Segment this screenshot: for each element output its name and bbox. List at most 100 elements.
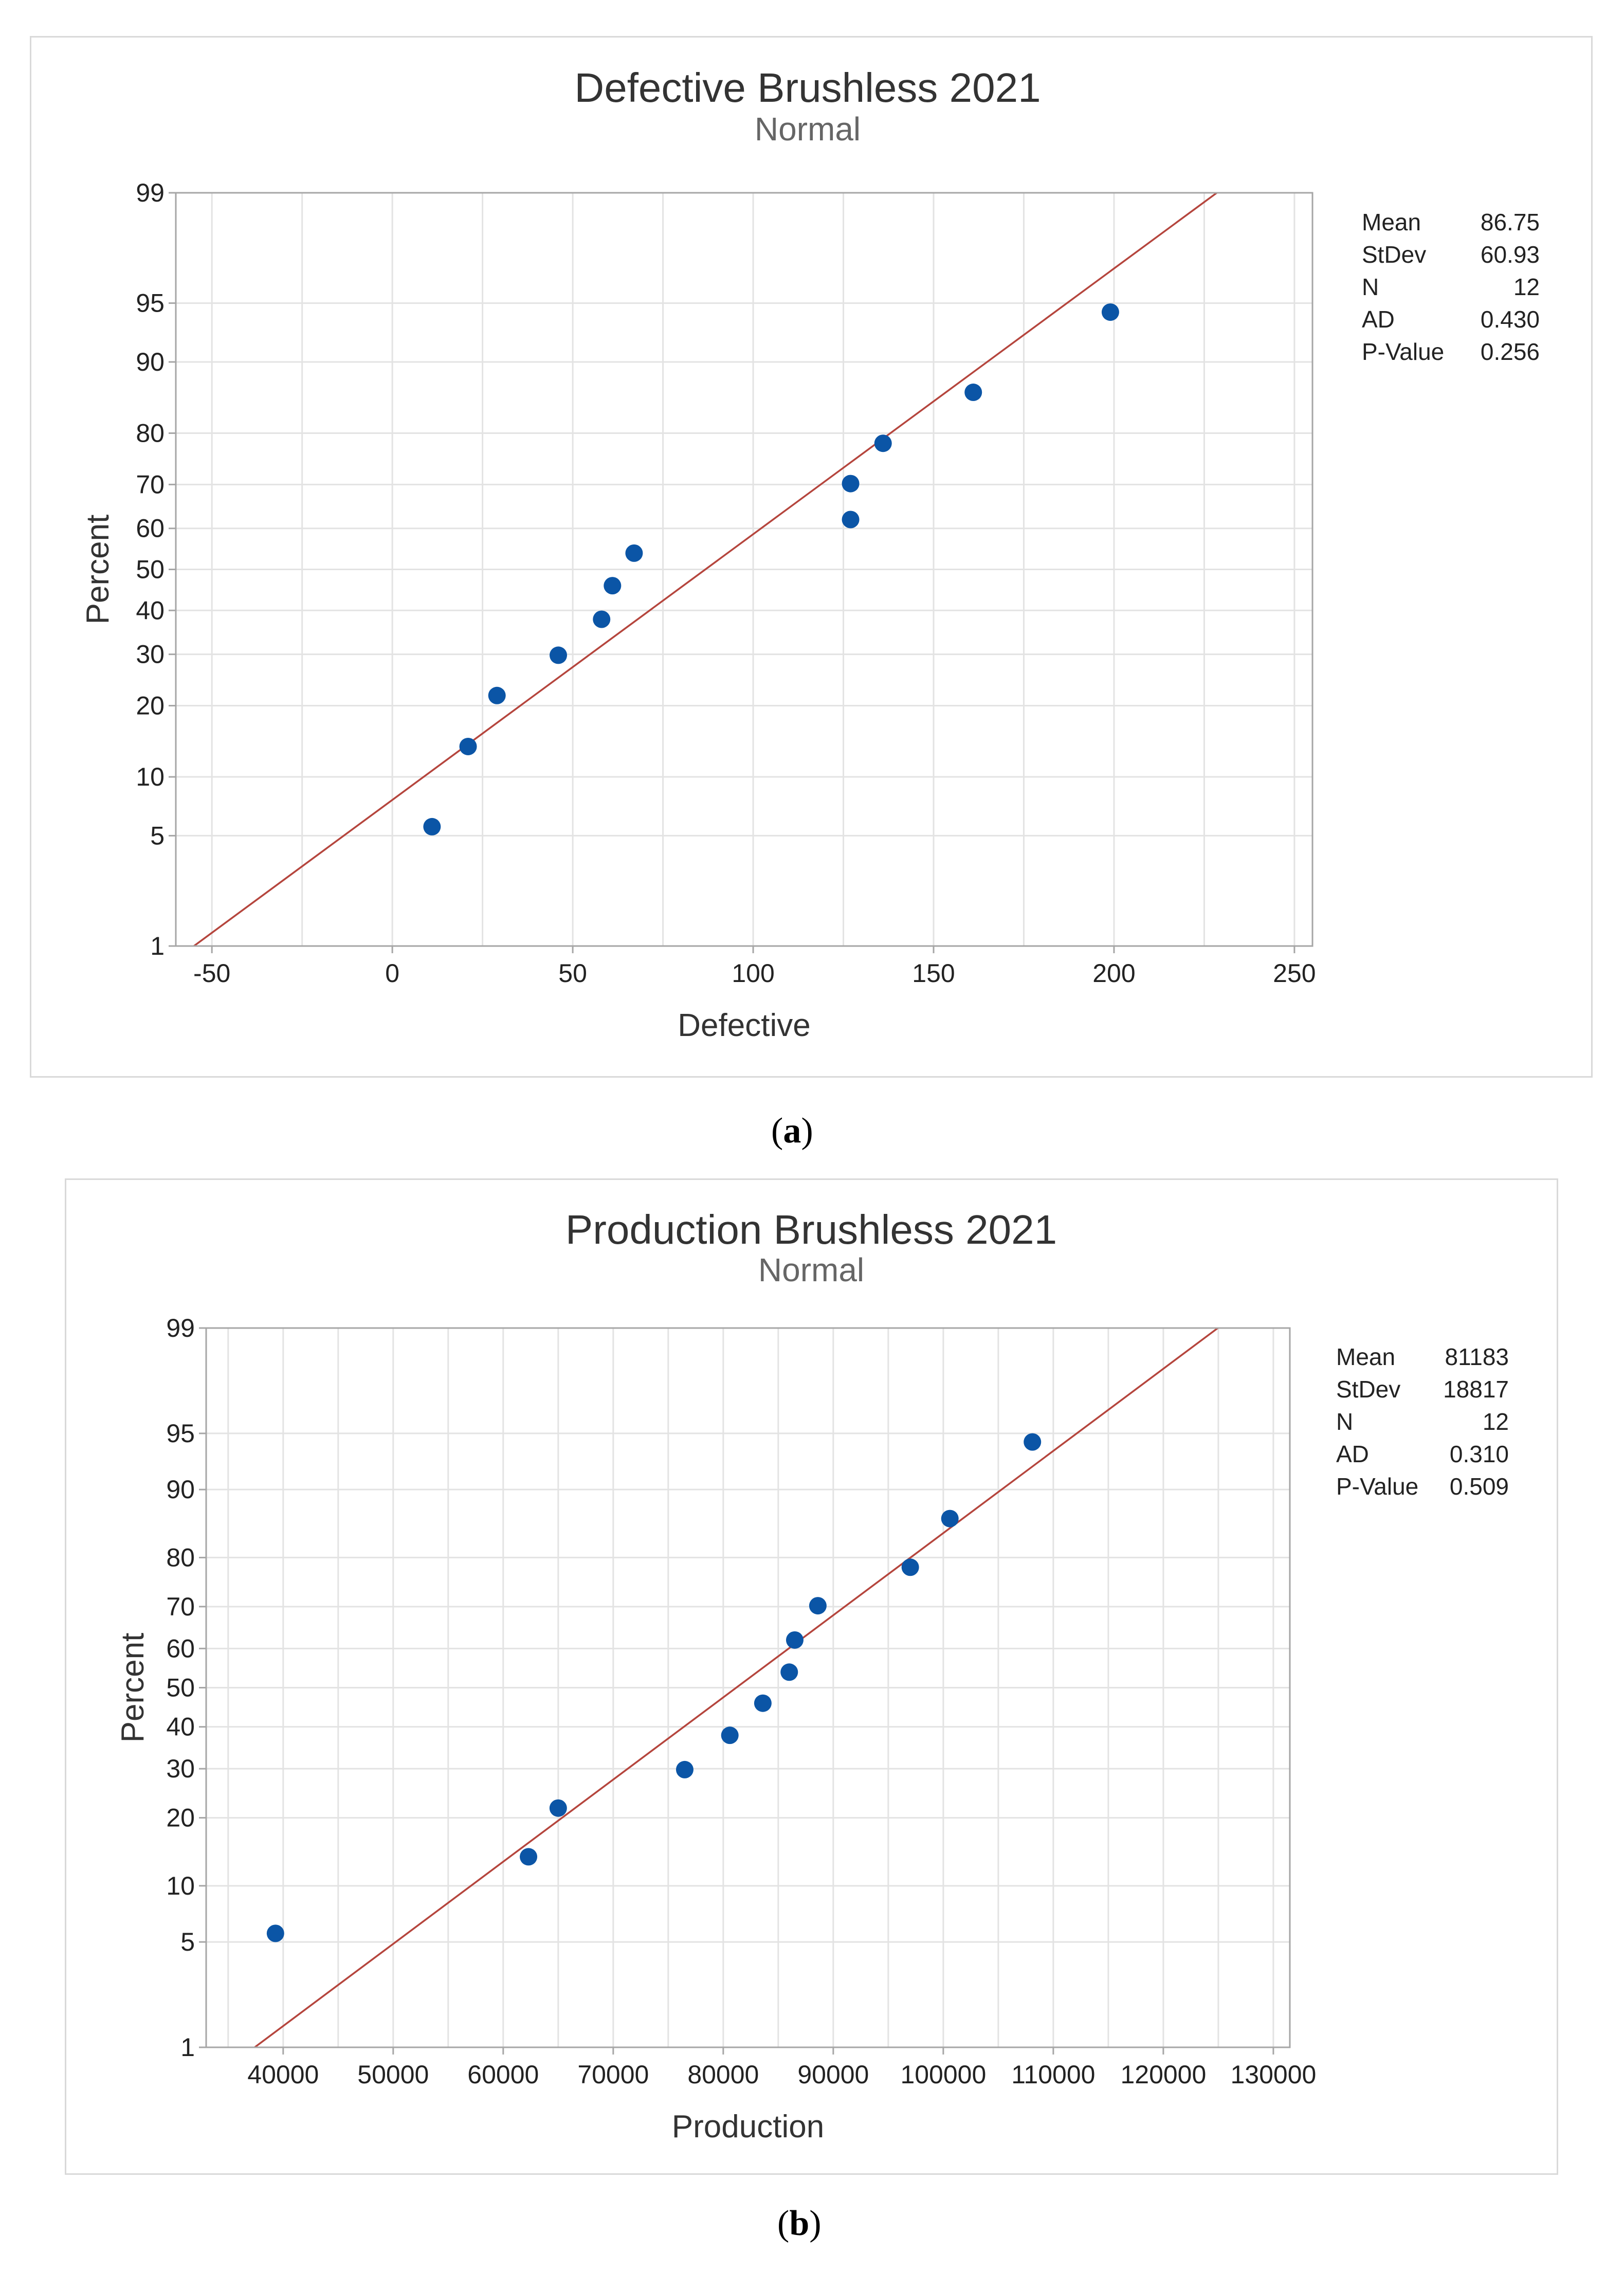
stat-value: 0.310 bbox=[1450, 1441, 1509, 1467]
data-point bbox=[488, 686, 506, 704]
stat-label: P-Value bbox=[1362, 338, 1444, 365]
y-tick-label: 40 bbox=[166, 1713, 195, 1741]
data-point bbox=[941, 1510, 959, 1528]
stat-label: Mean bbox=[1362, 209, 1421, 235]
data-point bbox=[721, 1726, 739, 1744]
chart-panel-b: Production Brushless 2021 Normal 1 5 10 20 30 4… bbox=[65, 1178, 1558, 2175]
x-tick-label: 100000 bbox=[900, 2060, 986, 2089]
y-tick-label: 60 bbox=[136, 514, 165, 543]
data-point bbox=[809, 1597, 827, 1615]
stat-value: 60.93 bbox=[1481, 241, 1540, 268]
x-tick-label: 50 bbox=[558, 959, 587, 988]
stat-label: AD bbox=[1362, 306, 1395, 333]
x-tick-label: 50000 bbox=[357, 2060, 429, 2089]
x-tick-label: 90000 bbox=[797, 2060, 869, 2089]
y-tick-label: 1 bbox=[150, 932, 165, 960]
stat-value: 12 bbox=[1483, 1408, 1509, 1435]
y-tick-label: 10 bbox=[166, 1871, 195, 1900]
y-tick-label: 99 bbox=[166, 1314, 195, 1342]
data-point bbox=[786, 1631, 804, 1649]
data-point bbox=[1101, 303, 1119, 321]
chart-subtitle: Normal bbox=[758, 1251, 864, 1288]
data-point bbox=[604, 577, 622, 595]
y-tick-label: 50 bbox=[136, 555, 165, 584]
y-tick-label: 30 bbox=[136, 640, 165, 669]
x-axis-label: Production bbox=[672, 2109, 824, 2144]
stat-label: N bbox=[1336, 1408, 1353, 1435]
fitted-normal-line bbox=[193, 193, 1217, 946]
data-point bbox=[550, 646, 568, 664]
data-point bbox=[842, 475, 860, 493]
fitted-normal-line bbox=[254, 1328, 1219, 2047]
x-axis-label: Defective bbox=[678, 1008, 810, 1043]
y-tick-label: 20 bbox=[136, 692, 165, 720]
stat-value: 81183 bbox=[1445, 1343, 1509, 1370]
stat-label: StDev bbox=[1362, 241, 1426, 268]
x-tick-label: 100 bbox=[732, 959, 774, 988]
plot-frame bbox=[205, 1327, 1291, 2048]
y-axis-label: Percent bbox=[115, 1633, 151, 1743]
x-tick-label: 70000 bbox=[577, 2060, 649, 2089]
y-tick-label: 60 bbox=[166, 1634, 195, 1663]
data-point bbox=[520, 1848, 538, 1866]
y-tick-label: 10 bbox=[136, 762, 165, 791]
y-tick-label: 70 bbox=[136, 470, 165, 499]
y-tick-label: 40 bbox=[136, 596, 165, 625]
data-point bbox=[625, 544, 643, 562]
data-point bbox=[266, 1924, 284, 1942]
x-tick-label: 130000 bbox=[1230, 2060, 1316, 2089]
stat-label: AD bbox=[1336, 1441, 1369, 1467]
stat-label: N bbox=[1362, 274, 1379, 300]
data-point bbox=[901, 1558, 919, 1576]
y-tick-label: 20 bbox=[166, 1804, 195, 1832]
x-tick-label: 60000 bbox=[467, 2060, 539, 2089]
y-tick-label: 80 bbox=[136, 419, 165, 447]
x-tick-label: 120000 bbox=[1120, 2060, 1206, 2089]
data-point bbox=[676, 1760, 694, 1778]
caption-a: (a) bbox=[771, 1111, 813, 1151]
x-tick-label: 40000 bbox=[247, 2060, 319, 2089]
y-tick-label: 5 bbox=[150, 821, 165, 850]
x-tick-label: 200 bbox=[1092, 959, 1135, 988]
stat-label: P-Value bbox=[1336, 1473, 1418, 1500]
y-tick-label: 30 bbox=[166, 1754, 195, 1783]
caption-b-letter: b bbox=[789, 2204, 810, 2243]
y-axis-label: Percent bbox=[80, 515, 116, 625]
chart-panel-a: Defective Brushless 2021 Normal 1 5 10 20 30 40… bbox=[30, 36, 1593, 1078]
data-point bbox=[593, 610, 611, 628]
chart-subtitle: Normal bbox=[755, 111, 861, 148]
x-tick-label: 0 bbox=[385, 959, 399, 988]
data-point bbox=[964, 384, 982, 402]
stat-value: 18817 bbox=[1443, 1376, 1509, 1403]
chart-title: Production Brushless 2021 bbox=[565, 1207, 1057, 1252]
y-tick-label: 70 bbox=[166, 1592, 195, 1621]
data-point bbox=[549, 1799, 567, 1817]
y-tick-label: 99 bbox=[136, 178, 165, 207]
stat-value: 0.430 bbox=[1481, 306, 1540, 333]
x-tick-label: 80000 bbox=[687, 2060, 759, 2089]
x-tick-label: 110000 bbox=[1011, 2060, 1095, 2089]
y-tick-label: 90 bbox=[136, 348, 165, 376]
x-tick-label: 150 bbox=[912, 959, 955, 988]
caption-b: (b) bbox=[777, 2204, 822, 2243]
data-point bbox=[754, 1694, 772, 1712]
x-tick-label: -50 bbox=[193, 959, 230, 988]
y-tick-label: 50 bbox=[166, 1674, 195, 1702]
chart-title: Defective Brushless 2021 bbox=[574, 65, 1041, 111]
stat-value: 86.75 bbox=[1481, 209, 1540, 235]
y-tick-label: 1 bbox=[180, 2033, 195, 2062]
caption-a-letter: a bbox=[783, 1111, 801, 1151]
y-tick-label: 80 bbox=[166, 1543, 195, 1572]
data-point bbox=[1024, 1433, 1042, 1451]
y-tick-label: 90 bbox=[166, 1475, 195, 1504]
stat-label: Mean bbox=[1336, 1343, 1395, 1370]
y-tick-label: 95 bbox=[166, 1419, 195, 1448]
stat-value: 12 bbox=[1513, 274, 1540, 300]
stat-label: StDev bbox=[1336, 1376, 1400, 1403]
data-point bbox=[842, 511, 860, 529]
stat-value: 0.256 bbox=[1481, 338, 1540, 365]
plot-frame bbox=[175, 192, 1313, 947]
data-point bbox=[459, 737, 477, 755]
